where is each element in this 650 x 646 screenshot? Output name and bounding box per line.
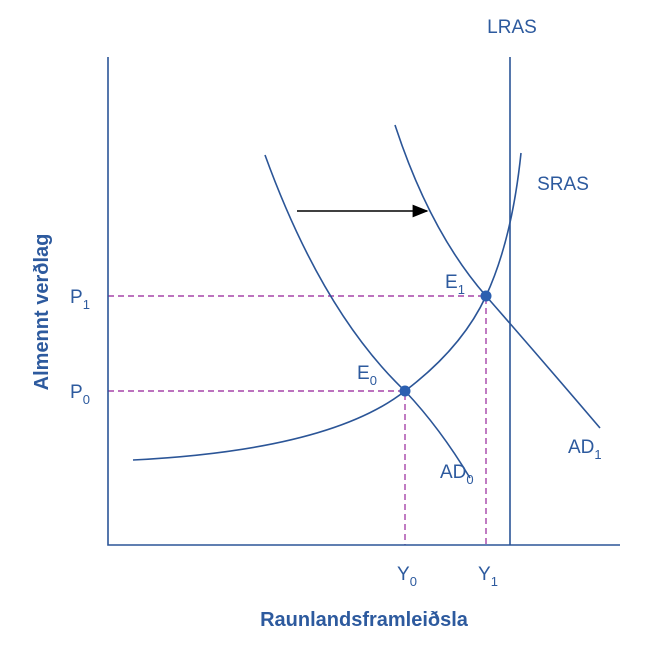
ad0-main: AD <box>440 462 466 483</box>
ad1-curve <box>394 124 601 429</box>
ad0-curve <box>264 154 471 479</box>
p1-tick: P1 <box>70 287 90 312</box>
y1-sub: 1 <box>491 574 498 589</box>
p0-tick: P0 <box>70 382 90 407</box>
axes <box>107 57 620 546</box>
y0-main: Y <box>397 564 410 585</box>
sras-curve <box>132 152 522 461</box>
e1-main: E <box>445 272 458 293</box>
point-e0 <box>399 385 411 397</box>
e0-main: E <box>357 363 370 384</box>
y0-tick: Y0 <box>397 564 417 589</box>
p0-main: P <box>70 382 83 403</box>
x-axis-title: Raunlandsframleiðsla <box>260 609 469 631</box>
e1-sub: 1 <box>458 282 465 297</box>
e0-sub: 0 <box>370 373 377 388</box>
guide-e1 <box>108 295 487 545</box>
ad0-label: AD0 <box>440 462 474 487</box>
e0-label: E0 <box>357 363 377 388</box>
ad1-label: AD1 <box>568 437 602 462</box>
y-axis-title: Almennt verðlag <box>31 234 53 391</box>
e1-label: E1 <box>445 272 465 297</box>
p1-main: P <box>70 287 83 308</box>
p1-sub: 1 <box>83 297 90 312</box>
y1-tick: Y1 <box>478 564 498 589</box>
y1-main: Y <box>478 564 491 585</box>
ad1-main: AD <box>568 437 594 458</box>
point-e1 <box>480 290 492 302</box>
ad1-sub: 1 <box>594 447 601 462</box>
sras-label: SRAS <box>537 174 589 195</box>
y0-sub: 0 <box>410 574 417 589</box>
guide-e0 <box>108 390 406 545</box>
ad0-sub: 0 <box>466 472 473 487</box>
lras-label: LRAS <box>487 17 537 38</box>
p0-sub: 0 <box>83 392 90 407</box>
